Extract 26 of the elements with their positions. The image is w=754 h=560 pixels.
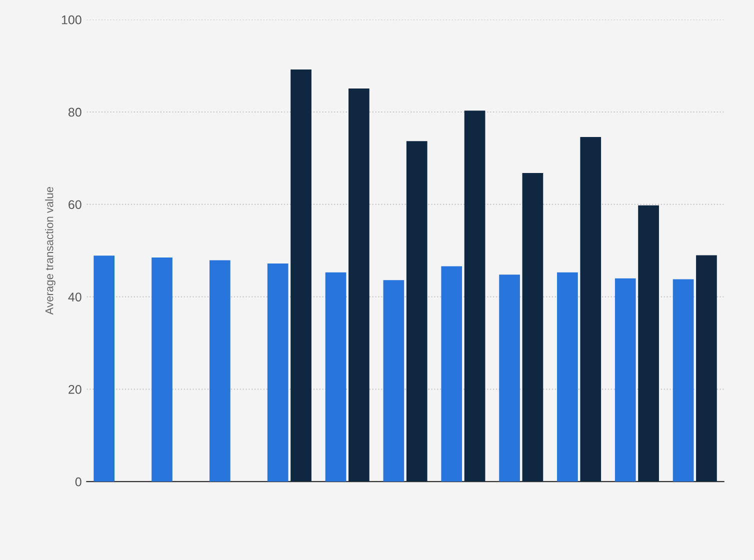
bar [499,274,520,482]
y-tick-label: 100 [62,15,82,24]
bar [441,266,462,482]
bar [522,172,544,482]
bar [267,264,288,482]
bar [464,110,486,482]
bar [290,69,312,482]
bar [210,260,230,482]
y-tick-label: 40 [68,292,82,302]
y-tick-label: 0 [75,477,82,486]
bar [614,278,636,482]
bar [383,280,404,482]
bar [638,205,659,482]
y-tick-label: 20 [68,385,82,394]
bar [696,255,717,482]
bar [557,272,578,482]
bar [348,88,370,482]
bar [152,258,172,482]
y-axis-title: Average transaction value [45,186,56,315]
bar [672,279,694,482]
bar [325,272,346,482]
bar [580,136,602,482]
y-tick-label: 60 [68,200,82,210]
bar [94,256,115,482]
y-tick-label: 80 [68,108,82,117]
bar [406,141,428,482]
